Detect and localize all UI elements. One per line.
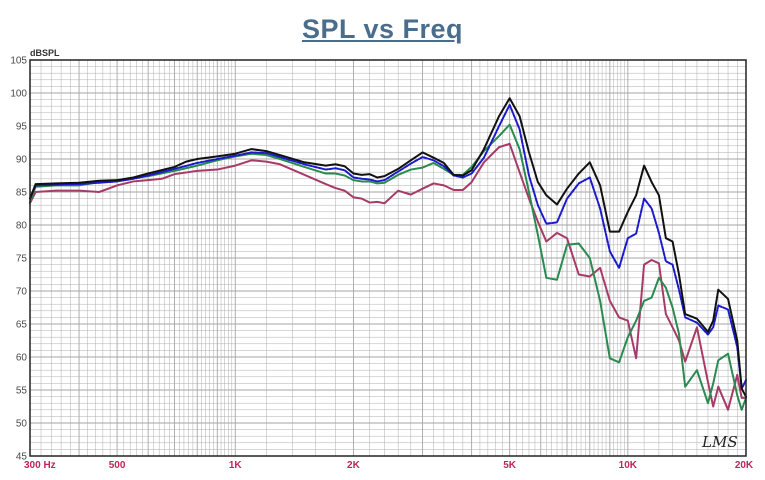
x-axis-labels: 300 Hz 500 1K 2K 5K 10K 20K xyxy=(24,460,754,471)
grid-major-lines xyxy=(30,60,746,456)
x-tick-label: 20K xyxy=(735,460,754,471)
x-tick-label: 2K xyxy=(347,460,361,471)
x-tick-label: 500 xyxy=(109,460,126,471)
y-tick-label: 95 xyxy=(16,122,28,133)
series-line-black xyxy=(29,97,747,398)
plot-frame xyxy=(29,59,747,457)
y-tick-label: 50 xyxy=(16,419,28,430)
y-axis-labels: 45 50 55 60 65 70 75 80 85 90 95 100 105 xyxy=(10,56,27,463)
y-tick-label: 75 xyxy=(16,254,28,265)
x-tick-label: 1K xyxy=(229,460,243,471)
y-tick-label: 85 xyxy=(16,188,28,199)
y-tick-label: 70 xyxy=(16,287,28,298)
y-tick-label: 60 xyxy=(16,353,28,364)
series-line-maroon xyxy=(29,142,747,411)
lms-watermark: LMS xyxy=(701,433,738,451)
y-unit-label: dBSPL xyxy=(30,48,60,58)
y-tick-label: 105 xyxy=(10,56,27,67)
chart-title: SPL vs Freq xyxy=(301,14,464,44)
x-tick-label: 300 Hz xyxy=(24,460,56,471)
x-tick-label: 10K xyxy=(619,460,638,471)
y-tick-label: 100 xyxy=(10,89,27,100)
x-tick-label: 5K xyxy=(503,460,517,471)
y-tick-label: 55 xyxy=(16,386,28,397)
y-tick-label: 45 xyxy=(16,452,28,463)
series-line-green xyxy=(29,123,747,411)
y-tick-label: 90 xyxy=(16,155,28,166)
y-tick-label: 80 xyxy=(16,221,28,232)
y-tick-label: 65 xyxy=(16,320,28,331)
series-group xyxy=(29,97,747,411)
series-line-blue xyxy=(29,103,747,390)
